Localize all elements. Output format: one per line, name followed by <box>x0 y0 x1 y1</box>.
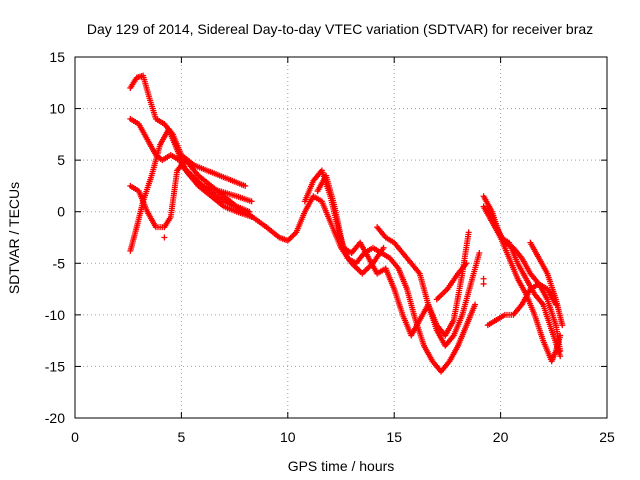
x-tick-label: 10 <box>280 429 296 445</box>
data-point <box>557 353 564 360</box>
plot-area <box>127 72 566 375</box>
data-point <box>465 229 472 236</box>
series-track-9 <box>433 260 470 303</box>
data-point <box>463 260 470 267</box>
series-track-14 <box>527 239 566 329</box>
y-tick-label: 15 <box>49 49 65 65</box>
isolated-points <box>161 234 487 287</box>
x-tick-label: 0 <box>71 429 79 445</box>
data-point <box>286 236 293 243</box>
isolated-data-point <box>480 275 487 282</box>
x-tick-label: 15 <box>386 429 402 445</box>
x-tick-label: 5 <box>178 429 186 445</box>
x-tick-label: 20 <box>493 429 509 445</box>
series-track-5 <box>178 162 387 277</box>
x-tick-label: 25 <box>599 429 615 445</box>
y-tick-label: -20 <box>45 410 65 426</box>
y-tick-label: -10 <box>45 307 65 323</box>
y-axis-title: SDTVAR / TECUs <box>6 182 22 294</box>
y-tick-label: 10 <box>49 101 65 117</box>
data-point <box>559 322 566 329</box>
plot-frame <box>74 56 608 419</box>
data-point <box>248 198 255 205</box>
series-track-4 <box>127 126 255 254</box>
y-tick-label: -15 <box>45 358 65 374</box>
data-point <box>290 232 297 239</box>
data-point <box>476 249 483 256</box>
y-tick-label: -5 <box>53 255 66 271</box>
data-point <box>289 233 296 240</box>
chart-title: Day 129 of 2014, Sidereal Day-to-day VTE… <box>87 21 593 37</box>
data-point <box>242 182 249 189</box>
data-point <box>472 301 479 308</box>
series-track-6 <box>301 167 479 375</box>
series-track-7 <box>314 172 483 349</box>
data-point <box>380 244 387 251</box>
y-tick-label: 5 <box>57 152 65 168</box>
series-track-8 <box>374 224 472 339</box>
isolated-data-point <box>480 280 487 287</box>
y-tick-label: 0 <box>57 204 65 220</box>
x-axis-title: GPS time / hours <box>288 458 395 474</box>
series-track-13 <box>480 203 564 360</box>
isolated-data-point <box>161 234 168 241</box>
